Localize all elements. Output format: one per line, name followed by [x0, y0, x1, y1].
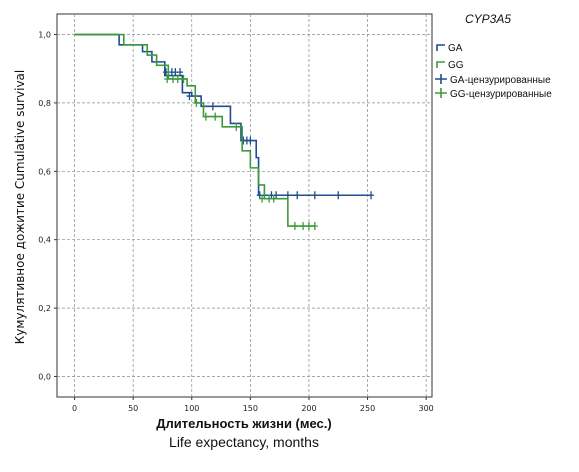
censor-mark-gg: [300, 222, 307, 231]
censor-mark-ga: [294, 191, 301, 200]
y-tick-label: 0,4: [38, 236, 51, 245]
censor-mark-ga: [186, 92, 193, 101]
censor-mark-ga: [247, 136, 254, 145]
series-line-ga: [74, 33, 372, 197]
censor-mark-gg: [174, 74, 181, 83]
censor-mark-gg: [291, 222, 298, 231]
legend-label-ga: GA: [448, 43, 463, 54]
censor-mark-gg: [180, 74, 187, 83]
axis-ticks: 0 50 100 150 200 250 300 0,0 0,2 0,4 0,6 0,8 1,0: [38, 31, 434, 413]
x-tick-label: 0: [72, 404, 77, 413]
x-tick-label: 300: [419, 404, 434, 413]
censor-mark-ga: [209, 102, 216, 111]
legend-item-gg-censored: GG-цензурированные: [435, 88, 552, 100]
legend-item-ga-censored: GA-цензурированные: [435, 74, 551, 86]
series-group: [74, 33, 375, 231]
plot-area: [56, 13, 433, 398]
legend-item-gg: GG: [436, 60, 464, 71]
grid: [57, 14, 432, 397]
y-axis-label: Кумулятивное дожитие Cumulative survival: [13, 70, 27, 344]
legend-label-ga-censored: GA-цензурированные: [450, 75, 551, 86]
x-axis-label-english: Life expectancy, months: [169, 434, 319, 450]
censor-mark-gg: [305, 222, 312, 231]
legend-label-gg: GG: [448, 60, 464, 71]
censor-mark-gg: [311, 222, 318, 231]
legend: CYP3A5 GA GG GA-цензурированные GG-цензу…: [435, 12, 552, 100]
censor-mark-ga: [311, 191, 318, 200]
x-axis-label: Длительность жизни (мес.): [156, 416, 331, 431]
x-tick-label: 100: [184, 404, 199, 413]
censor-mark-ga: [335, 191, 342, 200]
y-tick-label: 1,0: [38, 31, 51, 40]
legend-marker-ga-censored: [435, 74, 447, 84]
censor-mark-gg: [212, 112, 219, 121]
legend-swatch-gg: [436, 61, 445, 68]
censor-mark-gg: [164, 74, 171, 83]
x-tick-label: 150: [243, 404, 258, 413]
y-tick-label: 0,2: [38, 304, 51, 313]
y-tick-label: 0,0: [38, 372, 51, 381]
legend-marker-gg-censored: [435, 88, 447, 98]
censor-mark-gg: [202, 112, 209, 121]
censor-mark-ga: [368, 191, 375, 200]
x-tick-label: 50: [128, 404, 138, 413]
legend-title: CYP3A5: [465, 12, 511, 26]
legend-swatch-ga: [436, 44, 445, 51]
censor-mark-gg: [259, 194, 266, 203]
legend-item-ga: GA: [436, 43, 463, 54]
censor-mark-gg: [193, 98, 200, 107]
x-tick-label: 250: [360, 404, 375, 413]
x-tick-label: 200: [301, 404, 316, 413]
censor-mark-gg: [270, 194, 277, 203]
y-tick-label: 0,6: [38, 167, 51, 176]
y-tick-label: 0,8: [38, 99, 51, 108]
censor-mark-gg: [233, 122, 240, 131]
legend-label-gg-censored: GG-цензурированные: [450, 89, 552, 100]
censor-mark-ga: [177, 68, 184, 77]
